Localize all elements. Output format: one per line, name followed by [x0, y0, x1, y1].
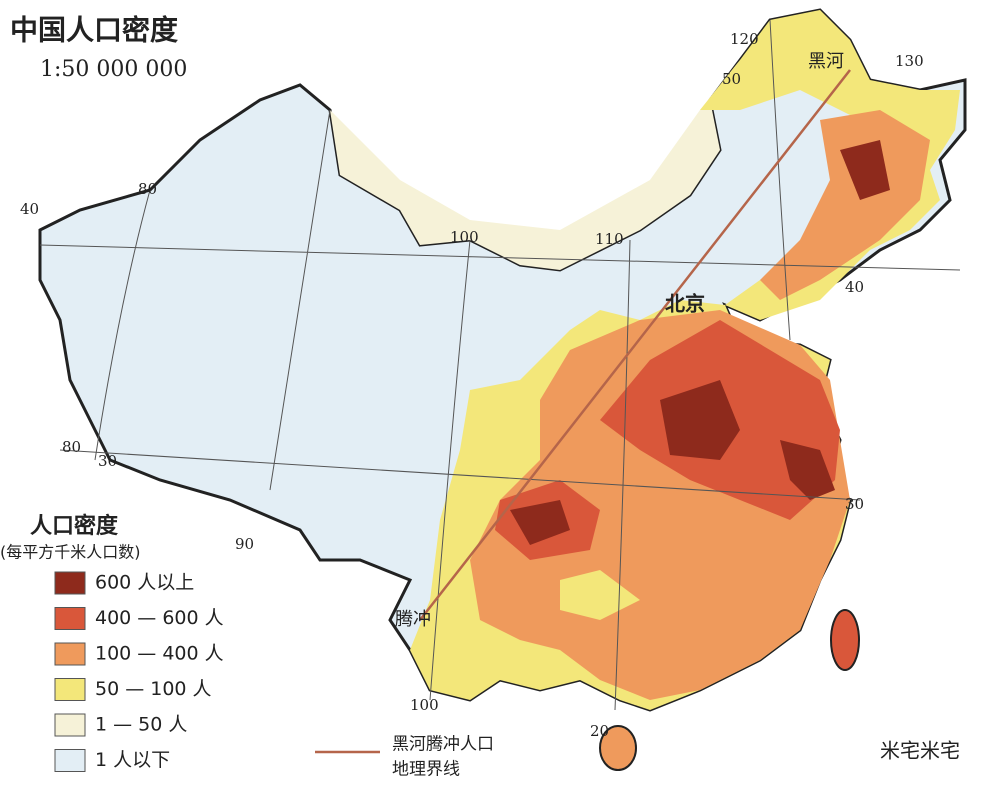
legend-label: 1 — 50 人	[95, 714, 187, 736]
grid-label: 130	[895, 52, 924, 70]
legend-swatch	[54, 642, 86, 666]
grid-label: 40	[845, 278, 864, 296]
map-title: 中国人口密度	[10, 14, 178, 47]
legend-subtitle: (每平方千米人口数)	[0, 543, 141, 562]
grid-label: 110	[595, 230, 624, 248]
legend-label: 600 人以上	[95, 572, 194, 594]
grid-label: 30	[98, 452, 117, 470]
place-label: 北京	[665, 292, 705, 316]
grid-label: 50	[722, 70, 741, 88]
legend-swatch	[54, 713, 86, 737]
legend-label: 1 人以下	[95, 749, 170, 771]
grid-label: 20	[590, 722, 609, 740]
legend-label: 50 — 100 人	[95, 678, 212, 700]
legend-label: 100 — 400 人	[95, 643, 224, 665]
legend-label: 400 — 600 人	[95, 607, 224, 629]
grid-label: 30	[845, 495, 864, 513]
place-label: 黑河	[808, 51, 844, 72]
grid-label: 90	[235, 535, 254, 553]
grid-label: 40	[20, 200, 39, 218]
boundary-line	[419, 69, 851, 621]
legend-swatch	[54, 571, 86, 595]
boundary-label: 地理界线	[392, 760, 460, 780]
grid-label: 80	[138, 180, 157, 198]
grid-label: 80	[62, 438, 81, 456]
map-scale: 1:50 000 000	[40, 57, 187, 82]
legend-swatch	[54, 749, 86, 772]
legend: 600 人以上 400 — 600 人 100 — 400 人 50 — 100 人 1…	[54, 571, 224, 772]
place-label: 腾冲	[395, 609, 431, 630]
legend-swatch	[54, 678, 86, 701]
boundary-label: 黑河腾冲人口	[392, 735, 494, 755]
grid-label: 120	[730, 30, 759, 48]
grid-label: 100	[450, 228, 479, 246]
legend-swatch	[54, 607, 86, 630]
grid-label: 100	[410, 696, 439, 714]
map-body	[38, 8, 967, 771]
legend-title: 人口密度	[30, 513, 119, 539]
watermark: 米宅米宅	[880, 739, 960, 763]
